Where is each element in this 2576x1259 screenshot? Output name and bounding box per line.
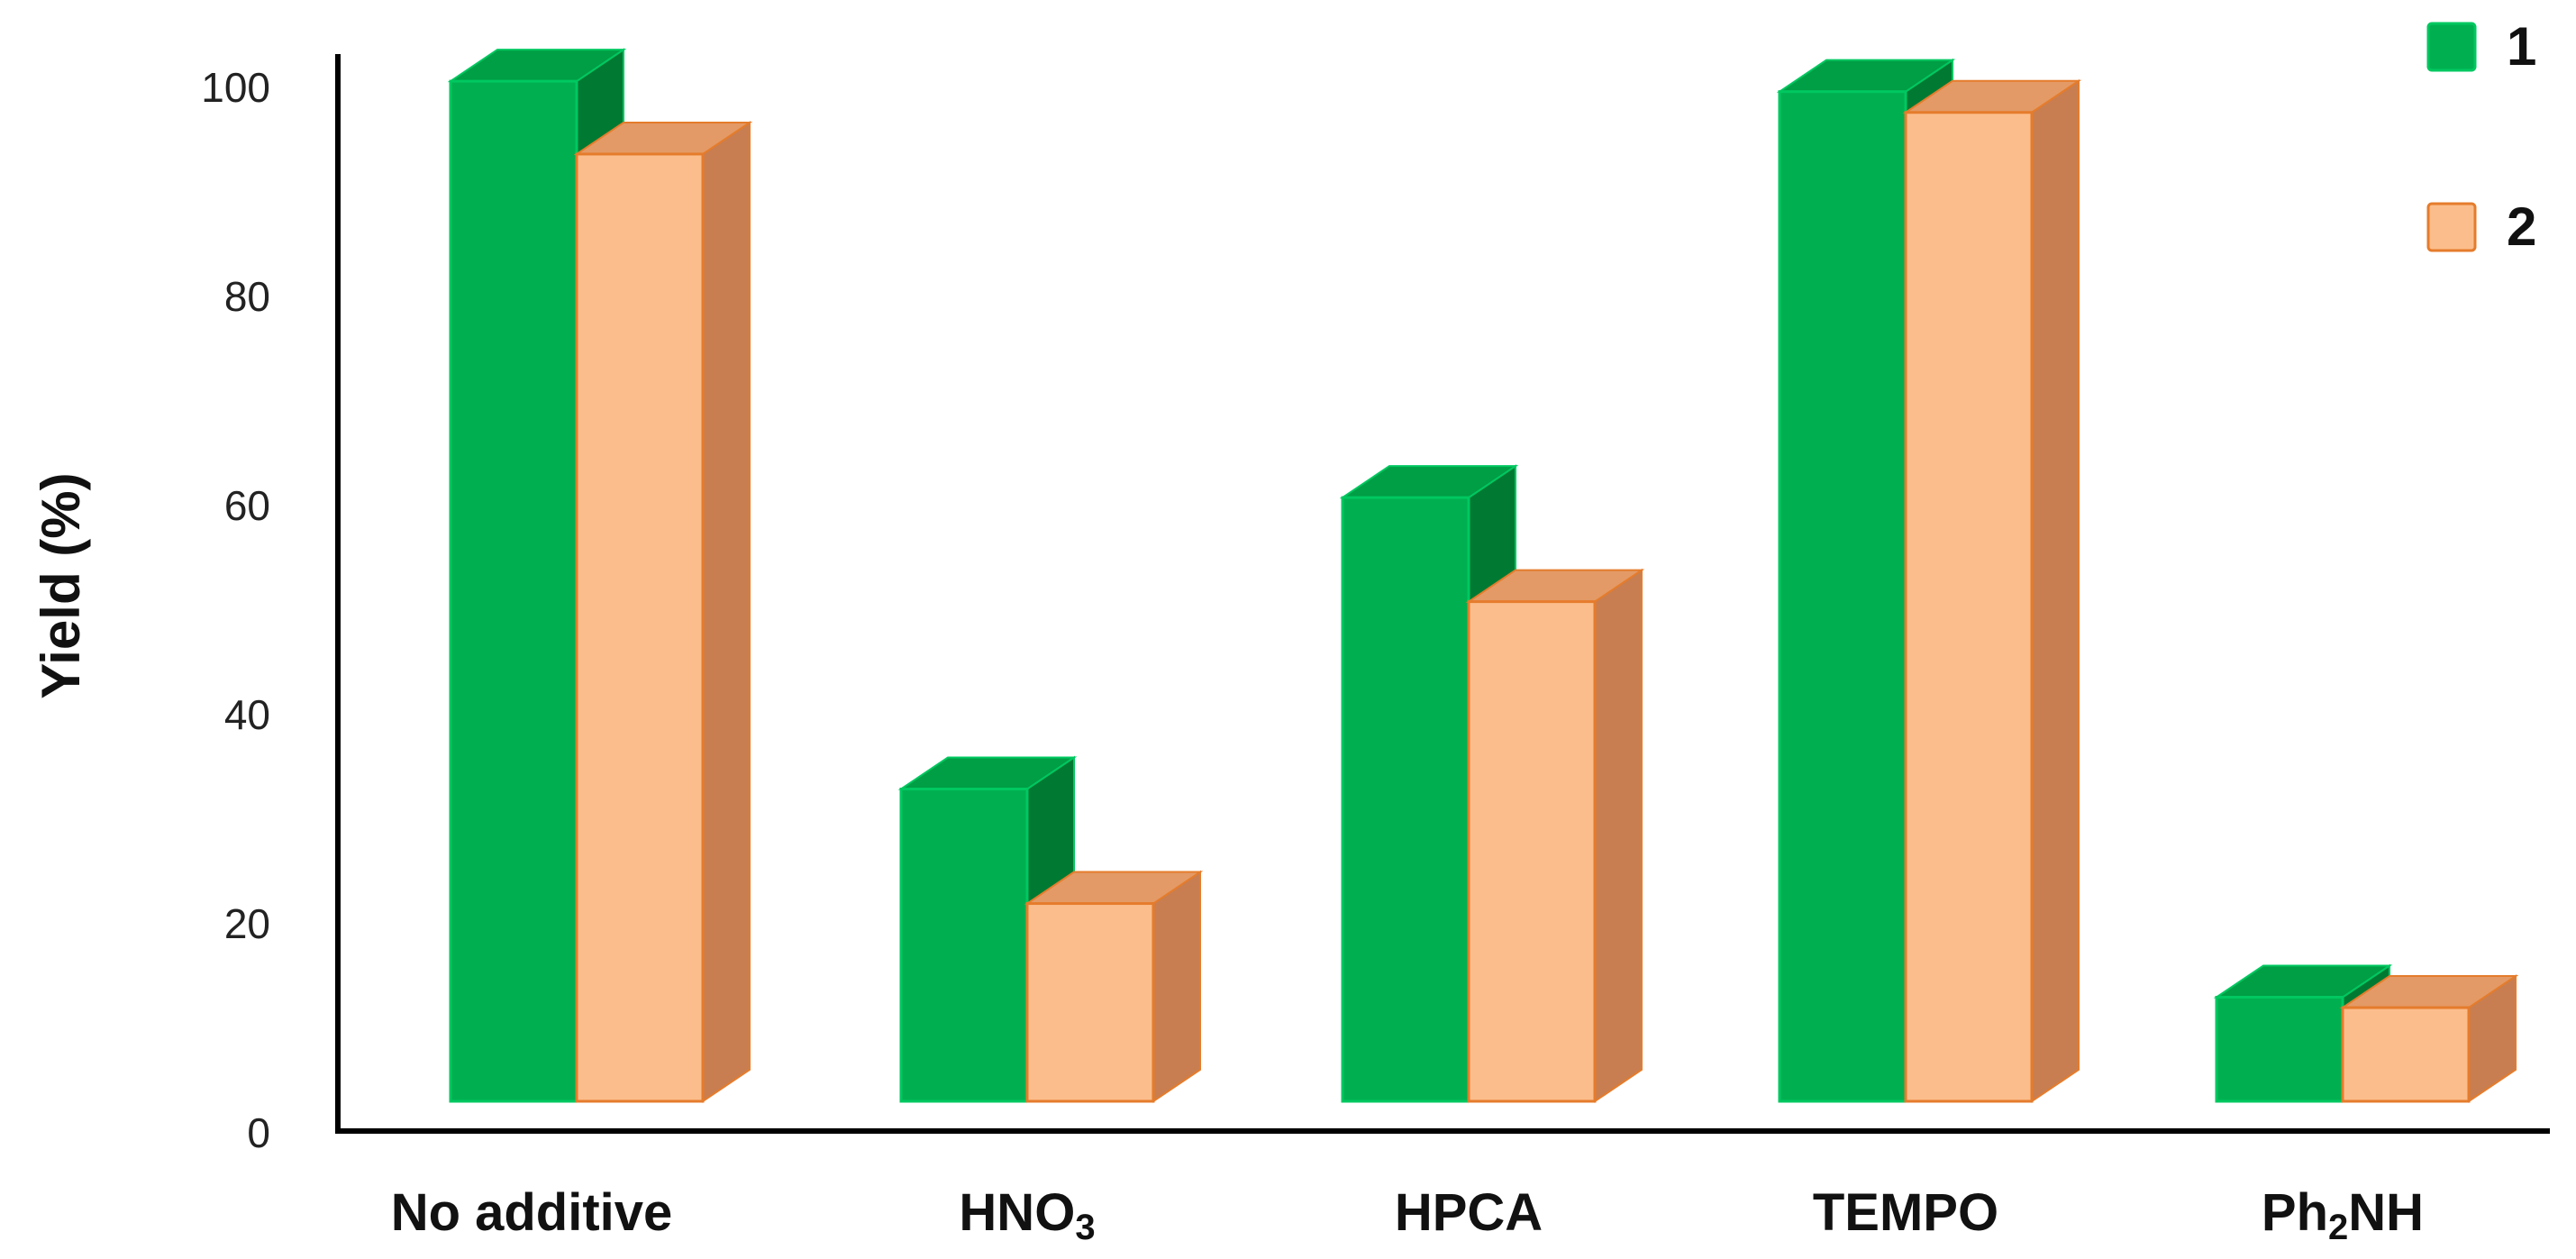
bar-2-4 [2339, 974, 2519, 1103]
y-tick-label: 20 [224, 900, 270, 947]
bar-2-3 [1902, 78, 2082, 1103]
legend-item-1: 1 [2426, 16, 2536, 77]
x-tick-label: Ph2NH [2262, 1183, 2424, 1247]
legend-label: 1 [2507, 16, 2536, 77]
legend: 12 [2426, 16, 2536, 257]
legend-item-2: 2 [2426, 196, 2536, 257]
legend-swatch [2426, 202, 2477, 252]
x-tick-label: TEMPO [1813, 1183, 1998, 1242]
y-tick-label: 0 [247, 1109, 270, 1156]
x-tick-labels: No additive HNO3 HPCA TEMPO Ph2NH [391, 1183, 2424, 1247]
y-tick-label: 80 [224, 273, 270, 320]
y-tick-label: 60 [224, 482, 270, 529]
bars-layer [447, 48, 2519, 1103]
bar-2-2 [1465, 568, 1645, 1103]
legend-label: 2 [2507, 196, 2536, 257]
y-tick-label: 40 [224, 691, 270, 738]
bar-2-1 [1024, 870, 1204, 1103]
legend-swatch [2426, 22, 2477, 72]
bar-2-0 [573, 121, 753, 1103]
x-tick-label: HNO3 [959, 1183, 1095, 1247]
y-axis-label: Yield (%) [31, 472, 91, 698]
y-tick-label: 100 [201, 64, 270, 111]
y-tick-labels: 0 20 40 60 80 100 [201, 64, 270, 1156]
x-tick-label: HPCA [1395, 1183, 1543, 1242]
x-tick-label: No additive [391, 1183, 673, 1242]
